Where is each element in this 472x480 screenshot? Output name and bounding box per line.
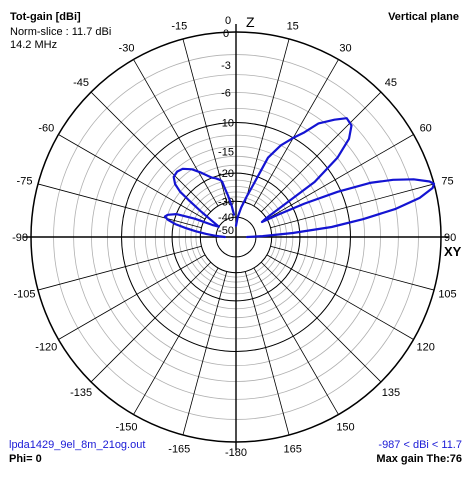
grid-spoke [90,261,212,383]
grid-spoke [58,254,206,340]
angle-tick-label: 135 [382,387,400,399]
radial-tick-label: -20 [218,168,234,180]
grid-spoke [133,59,219,207]
angle-tick-label: 150 [336,422,354,434]
grid-spoke [260,91,382,213]
angle-tick-label: -105 [13,289,35,301]
grid-spoke [58,134,206,220]
pattern-traces [163,117,436,239]
radial-tick-label: -50 [218,225,234,237]
angle-tick-label: -135 [70,387,92,399]
grid-spoke [270,245,435,291]
angle-tick-label: 15 [287,21,299,33]
radial-tick-label: -3 [221,60,231,72]
radial-tick-label: -15 [218,147,234,159]
radial-tick-label: -40 [218,212,234,224]
grid-spoke [37,183,202,229]
phi-label: Phi= 0 [9,453,42,465]
angle-tick-label: 105 [438,289,456,301]
grid-spoke [37,245,202,291]
radial-tick-label: -6 [221,88,231,100]
angle-tick-label: -120 [35,342,57,354]
angle-tick-label: -60 [38,123,54,135]
angle-tick-label: -90 [12,232,28,244]
polar-grid [23,24,449,450]
angle-tick-label: -180 [225,447,247,459]
angle-tick-label: 90 [444,232,456,244]
pattern-trace-1 [234,117,436,239]
grid-spoke [253,267,339,415]
angle-tick-label: 75 [441,175,453,187]
radial-tick-label: 0 [223,28,229,40]
axis-xy-label: XY [444,244,462,259]
norm-slice-label: Norm-slice : 11.7 dBi [10,26,112,38]
grid-spoke [266,134,414,220]
angle-tick-label: 45 [385,77,397,89]
grid-spoke [266,254,414,340]
grid-spoke [244,271,290,436]
plane-label: Vertical plane [388,11,459,23]
frequency-label: 14.2 MHz [10,39,58,51]
axis-z-label: Z [246,14,255,30]
grid-spoke [182,38,228,203]
outer-grid-ring [30,31,442,443]
angle-tick-label: 165 [284,444,302,456]
pattern-trace-2 [163,167,236,239]
grid-spoke [244,38,290,203]
angle-tick-label: 120 [417,342,435,354]
chart-title: Tot-gain [dBi] [10,11,81,23]
grid-spoke [133,267,219,415]
angle-tick-label: -15 [171,21,187,33]
angle-tick-label: 0 [225,15,231,27]
grid-spoke [90,91,212,213]
max-gain-label: Max gain The:76 [376,453,462,465]
grid-spoke [182,271,228,436]
angle-tick-label: -75 [17,175,33,187]
grid-spoke [260,261,382,383]
gain-range-label: -987 < dBi < 11.7 [378,439,462,451]
grid-spoke [270,183,435,229]
angle-tick-label: 60 [420,123,432,135]
angle-tick-label: -165 [168,444,190,456]
angle-tick-label: 30 [339,42,351,54]
grid-spoke [253,59,339,207]
angle-tick-label: -150 [115,422,137,434]
angle-tick-label: -30 [119,42,135,54]
radial-tick-label: -10 [218,118,234,130]
angle-tick-label: -45 [73,77,89,89]
angle-labels: 0 153045607590105120135150165-180-165-150… [12,15,457,459]
filename-label: lpda1429_9el_8m_21og.out [9,439,146,451]
